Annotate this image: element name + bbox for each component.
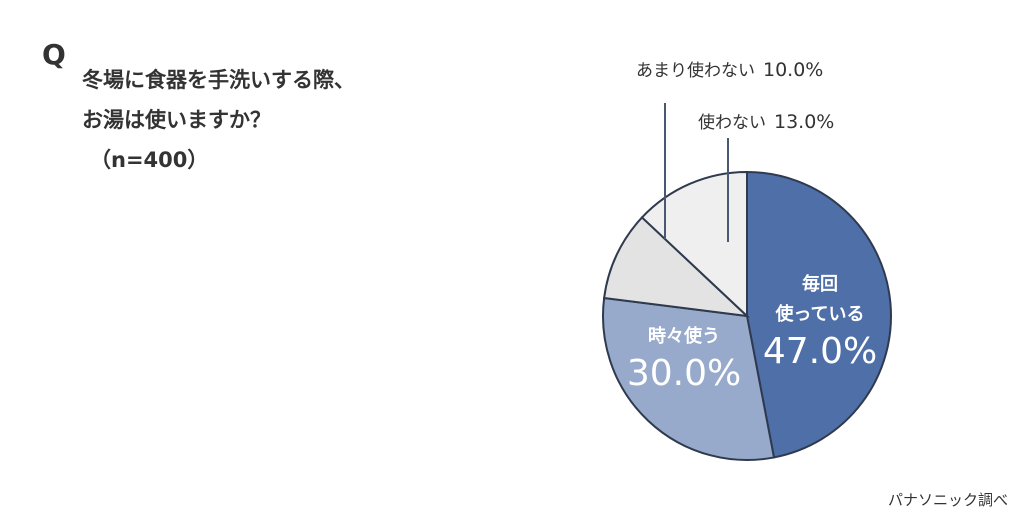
source-note: パナソニック調べ <box>887 491 1008 509</box>
slice-sometimes <box>602 296 776 461</box>
label-always: 毎回 使っている 47.0% <box>758 270 882 374</box>
slice-never <box>640 170 748 319</box>
label-always-line2: 使っている <box>775 304 865 325</box>
label-rarely: あまり使わない 10.0% <box>636 56 823 81</box>
label-always-pct: 47.0% <box>762 331 878 372</box>
label-sometimes-text: 時々使う <box>648 326 720 347</box>
question-line-1: 冬場に食器を手洗いする際、 <box>82 68 355 92</box>
label-rarely-pct: 10.0% <box>763 59 824 81</box>
label-sometimes: 時々使う 30.0% <box>622 322 746 396</box>
pie-slices <box>602 170 892 461</box>
label-always-line1: 毎回 <box>802 274 838 295</box>
slice-always <box>746 170 892 459</box>
label-never: 使わない 13.0% <box>698 108 834 133</box>
question-line-2: お湯は使いますか？ <box>82 108 271 132</box>
label-sometimes-pct: 30.0% <box>626 353 742 394</box>
label-rarely-text: あまり使わない <box>636 61 755 81</box>
label-never-pct: 13.0% <box>774 111 835 133</box>
question-mark: Q <box>42 38 66 71</box>
sample-size: （n=400） <box>90 148 209 172</box>
question-title: 冬場に食器を手洗いする際、 お湯は使いますか？ （n=400） <box>82 60 355 180</box>
slice-rarely <box>603 216 750 318</box>
label-never-text: 使わない <box>698 113 766 133</box>
